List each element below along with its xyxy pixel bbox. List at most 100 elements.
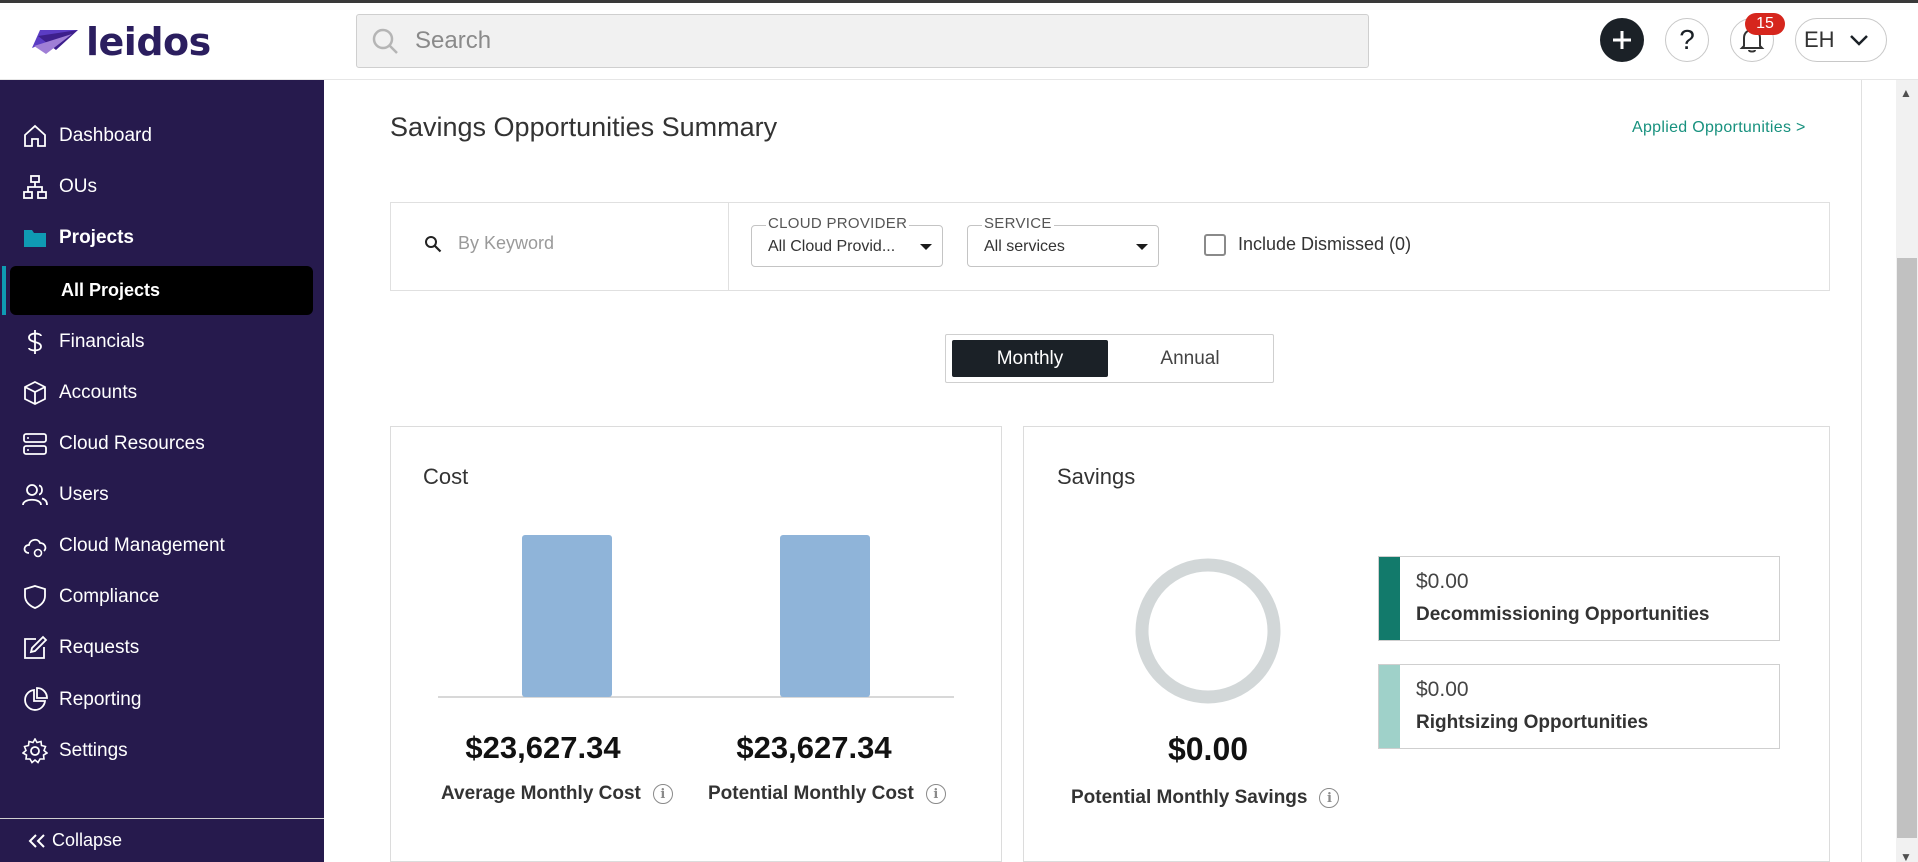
info-icon[interactable]: i [1319, 788, 1340, 808]
donut-ring [1135, 558, 1281, 704]
logo-text: leidos [86, 20, 211, 64]
sidebar-item-label: OUs [59, 176, 97, 197]
average-monthly-cost-text: Average Monthly Cost [441, 783, 641, 804]
scrollbar-thumb[interactable] [1897, 258, 1917, 838]
savings-donut-chart [1135, 558, 1281, 704]
leidos-logo[interactable]: leidos [32, 19, 211, 65]
service-value: All services [984, 238, 1065, 255]
sidebar-item-label: Financials [59, 331, 145, 352]
keyword-search[interactable] [424, 233, 708, 254]
top-header: leidos [0, 3, 1918, 80]
logo-swoosh-icon [32, 30, 78, 54]
caret-down-icon [1136, 244, 1148, 250]
collapse-button[interactable]: Collapse [0, 818, 324, 862]
potential-monthly-cost-value: $23,627.34 [736, 730, 892, 765]
user-menu-button[interactable]: EH [1795, 18, 1887, 62]
sidebar-item-accounts[interactable]: Accounts [0, 371, 324, 415]
info-icon[interactable]: i [652, 784, 673, 804]
potential-monthly-cost-text: Potential Monthly Cost [708, 783, 914, 804]
cost-bar-average[interactable] [522, 535, 612, 697]
sidebar-item-reporting[interactable]: Reporting [0, 678, 324, 722]
info-icon[interactable]: i [925, 784, 946, 804]
annual-toggle-button[interactable]: Annual [1160, 347, 1220, 369]
cloud-provider-label: CLOUD PROVIDER [766, 215, 910, 232]
sidebar-item-label: Compliance [59, 586, 160, 607]
sidebar-item-projects[interactable]: Projects [0, 216, 324, 260]
chevron-down-icon [1849, 35, 1868, 46]
search-input[interactable] [415, 27, 1315, 55]
scroll-down-arrow-icon[interactable]: ▼ [1900, 850, 1912, 862]
active-indicator [2, 266, 6, 315]
hierarchy-icon [23, 175, 47, 199]
potential-monthly-savings-label: Potential Monthly Savings i [1071, 787, 1340, 809]
sidebar-item-compliance[interactable]: Compliance [0, 575, 324, 619]
keyword-input[interactable] [458, 233, 708, 254]
caret-down-icon [920, 244, 932, 250]
service-select[interactable]: SERVICE All services [967, 215, 1159, 267]
shield-icon [24, 585, 46, 609]
gear-icon [22, 738, 48, 764]
cube-icon [24, 380, 46, 406]
cost-card [390, 426, 1002, 862]
page-title: Savings Opportunities Summary [390, 112, 778, 142]
potential-monthly-savings-text: Potential Monthly Savings [1071, 787, 1308, 808]
sidebar-item-cloud-resources[interactable]: Cloud Resources [0, 422, 324, 466]
search-icon [425, 235, 442, 252]
include-dismissed-checkbox[interactable] [1204, 234, 1226, 256]
plus-icon [1613, 31, 1631, 49]
rightsizing-label: Rightsizing Opportunities [1416, 712, 1649, 733]
sidebar-item-financials[interactable]: Financials [0, 320, 324, 364]
sidebar-item-label: Users [59, 484, 109, 505]
sidebar-item-label: Cloud Management [59, 535, 225, 556]
average-monthly-cost-value: $23,627.34 [465, 730, 621, 765]
sidebar-item-cloud-management[interactable]: Cloud Management [0, 524, 324, 568]
decommissioning-amount: $0.00 [1416, 570, 1469, 593]
notification-badge: 15 [1745, 13, 1785, 35]
service-label: SERVICE [982, 215, 1054, 232]
rightsizing-color-stripe [1379, 665, 1400, 748]
rightsizing-amount: $0.00 [1416, 678, 1469, 701]
global-search[interactable] [356, 14, 1369, 68]
rightsizing-opportunities-card[interactable]: $0.00 Rightsizing Opportunities [1378, 664, 1780, 749]
savings-card-title: Savings [1057, 464, 1136, 489]
sidebar-subitem-all-projects[interactable]: All Projects [2, 266, 313, 315]
sidebar: Dashboard OUs Projects All Projects Fina… [0, 80, 324, 862]
folder-icon [24, 230, 46, 247]
sidebar-item-label: Settings [59, 740, 128, 761]
server-icon [23, 433, 47, 455]
window-top-border [0, 0, 1918, 3]
cloud-provider-select[interactable]: CLOUD PROVIDER All Cloud Provid... [751, 215, 943, 267]
pie-chart-icon [24, 687, 48, 711]
edit-icon [24, 635, 48, 659]
search-icon [372, 28, 398, 54]
sidebar-item-requests[interactable]: Requests [0, 626, 324, 670]
applied-opportunities-link[interactable]: Applied Opportunities > [1632, 119, 1806, 136]
filter-divider [728, 202, 729, 291]
content-divider [1861, 80, 1862, 862]
sidebar-item-ous[interactable]: OUs [0, 165, 324, 209]
double-chevron-left-icon [28, 833, 45, 848]
sidebar-item-label: Projects [59, 227, 134, 248]
include-dismissed-label[interactable]: Include Dismissed (0) [1238, 234, 1412, 254]
sidebar-item-dashboard[interactable]: Dashboard [0, 114, 324, 158]
sidebar-item-label: Reporting [59, 689, 142, 710]
sidebar-item-users[interactable]: Users [0, 473, 324, 517]
savings-card [1023, 426, 1830, 862]
users-icon [22, 484, 48, 506]
potential-monthly-savings-value: $0.00 [1167, 731, 1249, 767]
monthly-toggle-button[interactable]: Monthly [952, 340, 1108, 377]
sidebar-item-label: Cloud Resources [59, 433, 205, 454]
sidebar-item-label: Requests [59, 637, 140, 658]
sidebar-item-settings[interactable]: Settings [0, 729, 324, 773]
decommissioning-opportunities-card[interactable]: $0.00 Decommissioning Opportunities [1378, 556, 1780, 641]
decommissioning-label: Decommissioning Opportunities [1416, 604, 1710, 625]
cloud-gear-icon [23, 538, 47, 558]
average-monthly-cost-label: Average Monthly Cost i [441, 783, 673, 805]
decommissioning-color-stripe [1379, 557, 1400, 640]
scroll-up-arrow-icon[interactable]: ▲ [1900, 86, 1912, 100]
user-initials: EH [1804, 27, 1835, 52]
add-button[interactable] [1600, 18, 1644, 62]
help-button[interactable]: ? [1665, 18, 1709, 62]
cost-bar-potential[interactable] [780, 535, 870, 697]
home-icon [24, 124, 46, 147]
